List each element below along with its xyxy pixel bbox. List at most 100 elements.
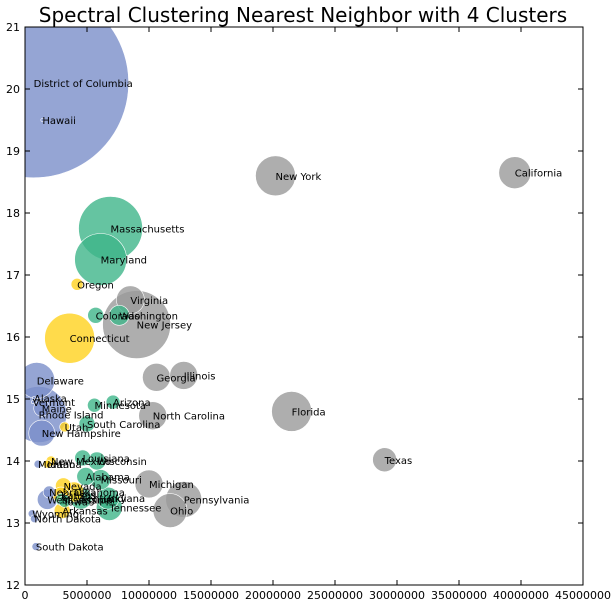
point-label-district-of-columbia: District of Columbia xyxy=(34,79,133,90)
point-hawaii xyxy=(40,118,45,122)
point-label-illinois: Illinois xyxy=(184,371,216,382)
y-tick-label: 19 xyxy=(6,145,20,158)
point-louisiana xyxy=(74,449,91,467)
plot-frame xyxy=(24,26,584,586)
point-label-georgia: Georgia xyxy=(156,373,195,384)
point-label-new-york: New York xyxy=(275,172,321,183)
point-nebraska xyxy=(42,485,56,499)
y-tick-label: 18 xyxy=(6,207,20,220)
y-tick-label: 15 xyxy=(6,393,20,406)
point-maryland xyxy=(74,233,127,286)
point-label-arkansas: Arkansas xyxy=(62,507,108,518)
point-label-nevada: Nevada xyxy=(63,482,101,493)
data-points xyxy=(25,27,532,551)
point-label-arizona: Arizona xyxy=(113,398,151,409)
point-alaska xyxy=(32,395,36,400)
point-label-nebraska: Nebraska xyxy=(49,488,96,499)
x-tick-label: 10000000 xyxy=(121,589,177,602)
point-label-utah: Utah xyxy=(65,423,89,434)
point-oregon xyxy=(70,277,84,291)
chart-title: Spectral Clustering Nearest Neighbor wit… xyxy=(39,3,567,27)
point-minnesota xyxy=(87,397,102,413)
point-utah xyxy=(59,421,70,433)
point-alabama xyxy=(76,467,96,486)
point-label-iowa: Iowa xyxy=(65,497,88,508)
x-tick-label: 25000000 xyxy=(307,589,363,602)
point-label-new-jersey: New Jersey xyxy=(137,321,193,332)
point-idaho xyxy=(43,459,52,469)
point-maine xyxy=(33,399,51,417)
point-label-wyoming: Wyoming xyxy=(32,510,79,521)
point-indiana xyxy=(96,486,120,510)
point-label-mississippi: Mississippi xyxy=(62,495,115,506)
point-colorado xyxy=(87,306,104,324)
point-label-new-hampshire: New Hampshire xyxy=(42,429,121,440)
point-new-hampshire xyxy=(28,419,56,447)
y-tick-label: 16 xyxy=(6,331,20,344)
y-tick-label: 14 xyxy=(6,455,20,468)
point-label-wisconsin: Wisconsin xyxy=(97,457,147,468)
point-label-louisiana: Louisiana xyxy=(83,454,130,465)
point-connecticut xyxy=(44,312,95,364)
point-district-of-columbia xyxy=(25,27,129,179)
point-label-idaho: Idaho xyxy=(47,460,75,471)
point-illinois xyxy=(169,361,199,390)
point-label-delaware: Delaware xyxy=(37,376,84,387)
point-label-texas: Texas xyxy=(384,456,413,467)
y-tick-label: 13 xyxy=(6,517,20,530)
point-label-west-virginia: West Virginia xyxy=(47,495,112,506)
y-tick-label: 21 xyxy=(6,21,20,34)
point-label-hawaii: Hawaii xyxy=(42,116,76,127)
x-tick-label: 30000000 xyxy=(369,589,425,602)
point-label-north-dakota: North Dakota xyxy=(34,515,101,526)
x-axis: 0 5000000 10000000 15000000 20000000 25000000… xyxy=(22,27,611,602)
x-tick-label: 35000000 xyxy=(431,589,487,602)
point-south-carolina xyxy=(78,415,96,433)
point-label-maine: Maine xyxy=(42,404,72,415)
point-label-ohio: Ohio xyxy=(170,507,193,518)
point-label-vermont: Vermont xyxy=(33,398,75,409)
point-label-new-mexico: New Mexico xyxy=(51,457,111,468)
point-label-kentucky: Kentucky xyxy=(81,494,127,505)
y-axis: 12 13 14 15 16 17 18 19 20 21 xyxy=(6,21,583,592)
x-tick-label: 0 xyxy=(22,589,29,602)
x-tick-label: 15000000 xyxy=(183,589,239,602)
point-label-montana: Montana xyxy=(38,460,82,471)
point-south-dakota xyxy=(31,542,41,551)
point-label-colorado: Colorado xyxy=(96,311,141,322)
point-label-oklahoma: Oklahoma xyxy=(74,488,125,499)
point-label-california: California xyxy=(515,169,563,180)
point-florida xyxy=(271,391,312,432)
point-label-missouri: Missouri xyxy=(101,476,142,487)
y-tick-label: 12 xyxy=(6,579,20,592)
point-label-alabama: Alabama xyxy=(86,473,130,484)
point-new-york xyxy=(255,155,296,197)
point-label-florida: Florida xyxy=(292,407,326,418)
x-tick-label: 5000000 xyxy=(63,589,112,602)
y-tick-label: 20 xyxy=(6,83,20,96)
point-montana xyxy=(33,459,43,469)
point-texas xyxy=(372,447,397,473)
point-delaware xyxy=(25,362,56,399)
point-label-virginia: Virginia xyxy=(130,296,168,307)
point-label-kansas: Kansas xyxy=(61,491,96,502)
y-tick-label: 17 xyxy=(6,269,20,282)
point-label-alaska: Alaska xyxy=(34,394,67,405)
point-north-carolina xyxy=(138,401,168,431)
point-label-tennessee: Tennessee xyxy=(108,504,161,515)
point-label-rhode-island: Rhode Island xyxy=(39,411,104,422)
point-label-washington: Washington xyxy=(119,311,178,322)
point-label-pennsylvania: Pennsylvania xyxy=(184,495,250,506)
point-labels: District of Columbia Hawaii New York Califo… xyxy=(32,79,562,554)
x-tick-label: 45000000 xyxy=(555,589,611,602)
point-arizona xyxy=(105,394,121,410)
point-vermont xyxy=(31,400,35,404)
point-label-indiana: Indiana xyxy=(108,494,145,505)
point-iowa xyxy=(58,494,71,508)
point-label-maryland: Maryland xyxy=(101,256,147,267)
x-tick-label: 40000000 xyxy=(493,589,549,602)
point-label-south-dakota: South Dakota xyxy=(36,543,104,554)
point-michigan xyxy=(134,469,164,499)
point-label-north-carolina: North Carolina xyxy=(153,412,225,423)
point-label-michigan: Michigan xyxy=(149,480,194,491)
